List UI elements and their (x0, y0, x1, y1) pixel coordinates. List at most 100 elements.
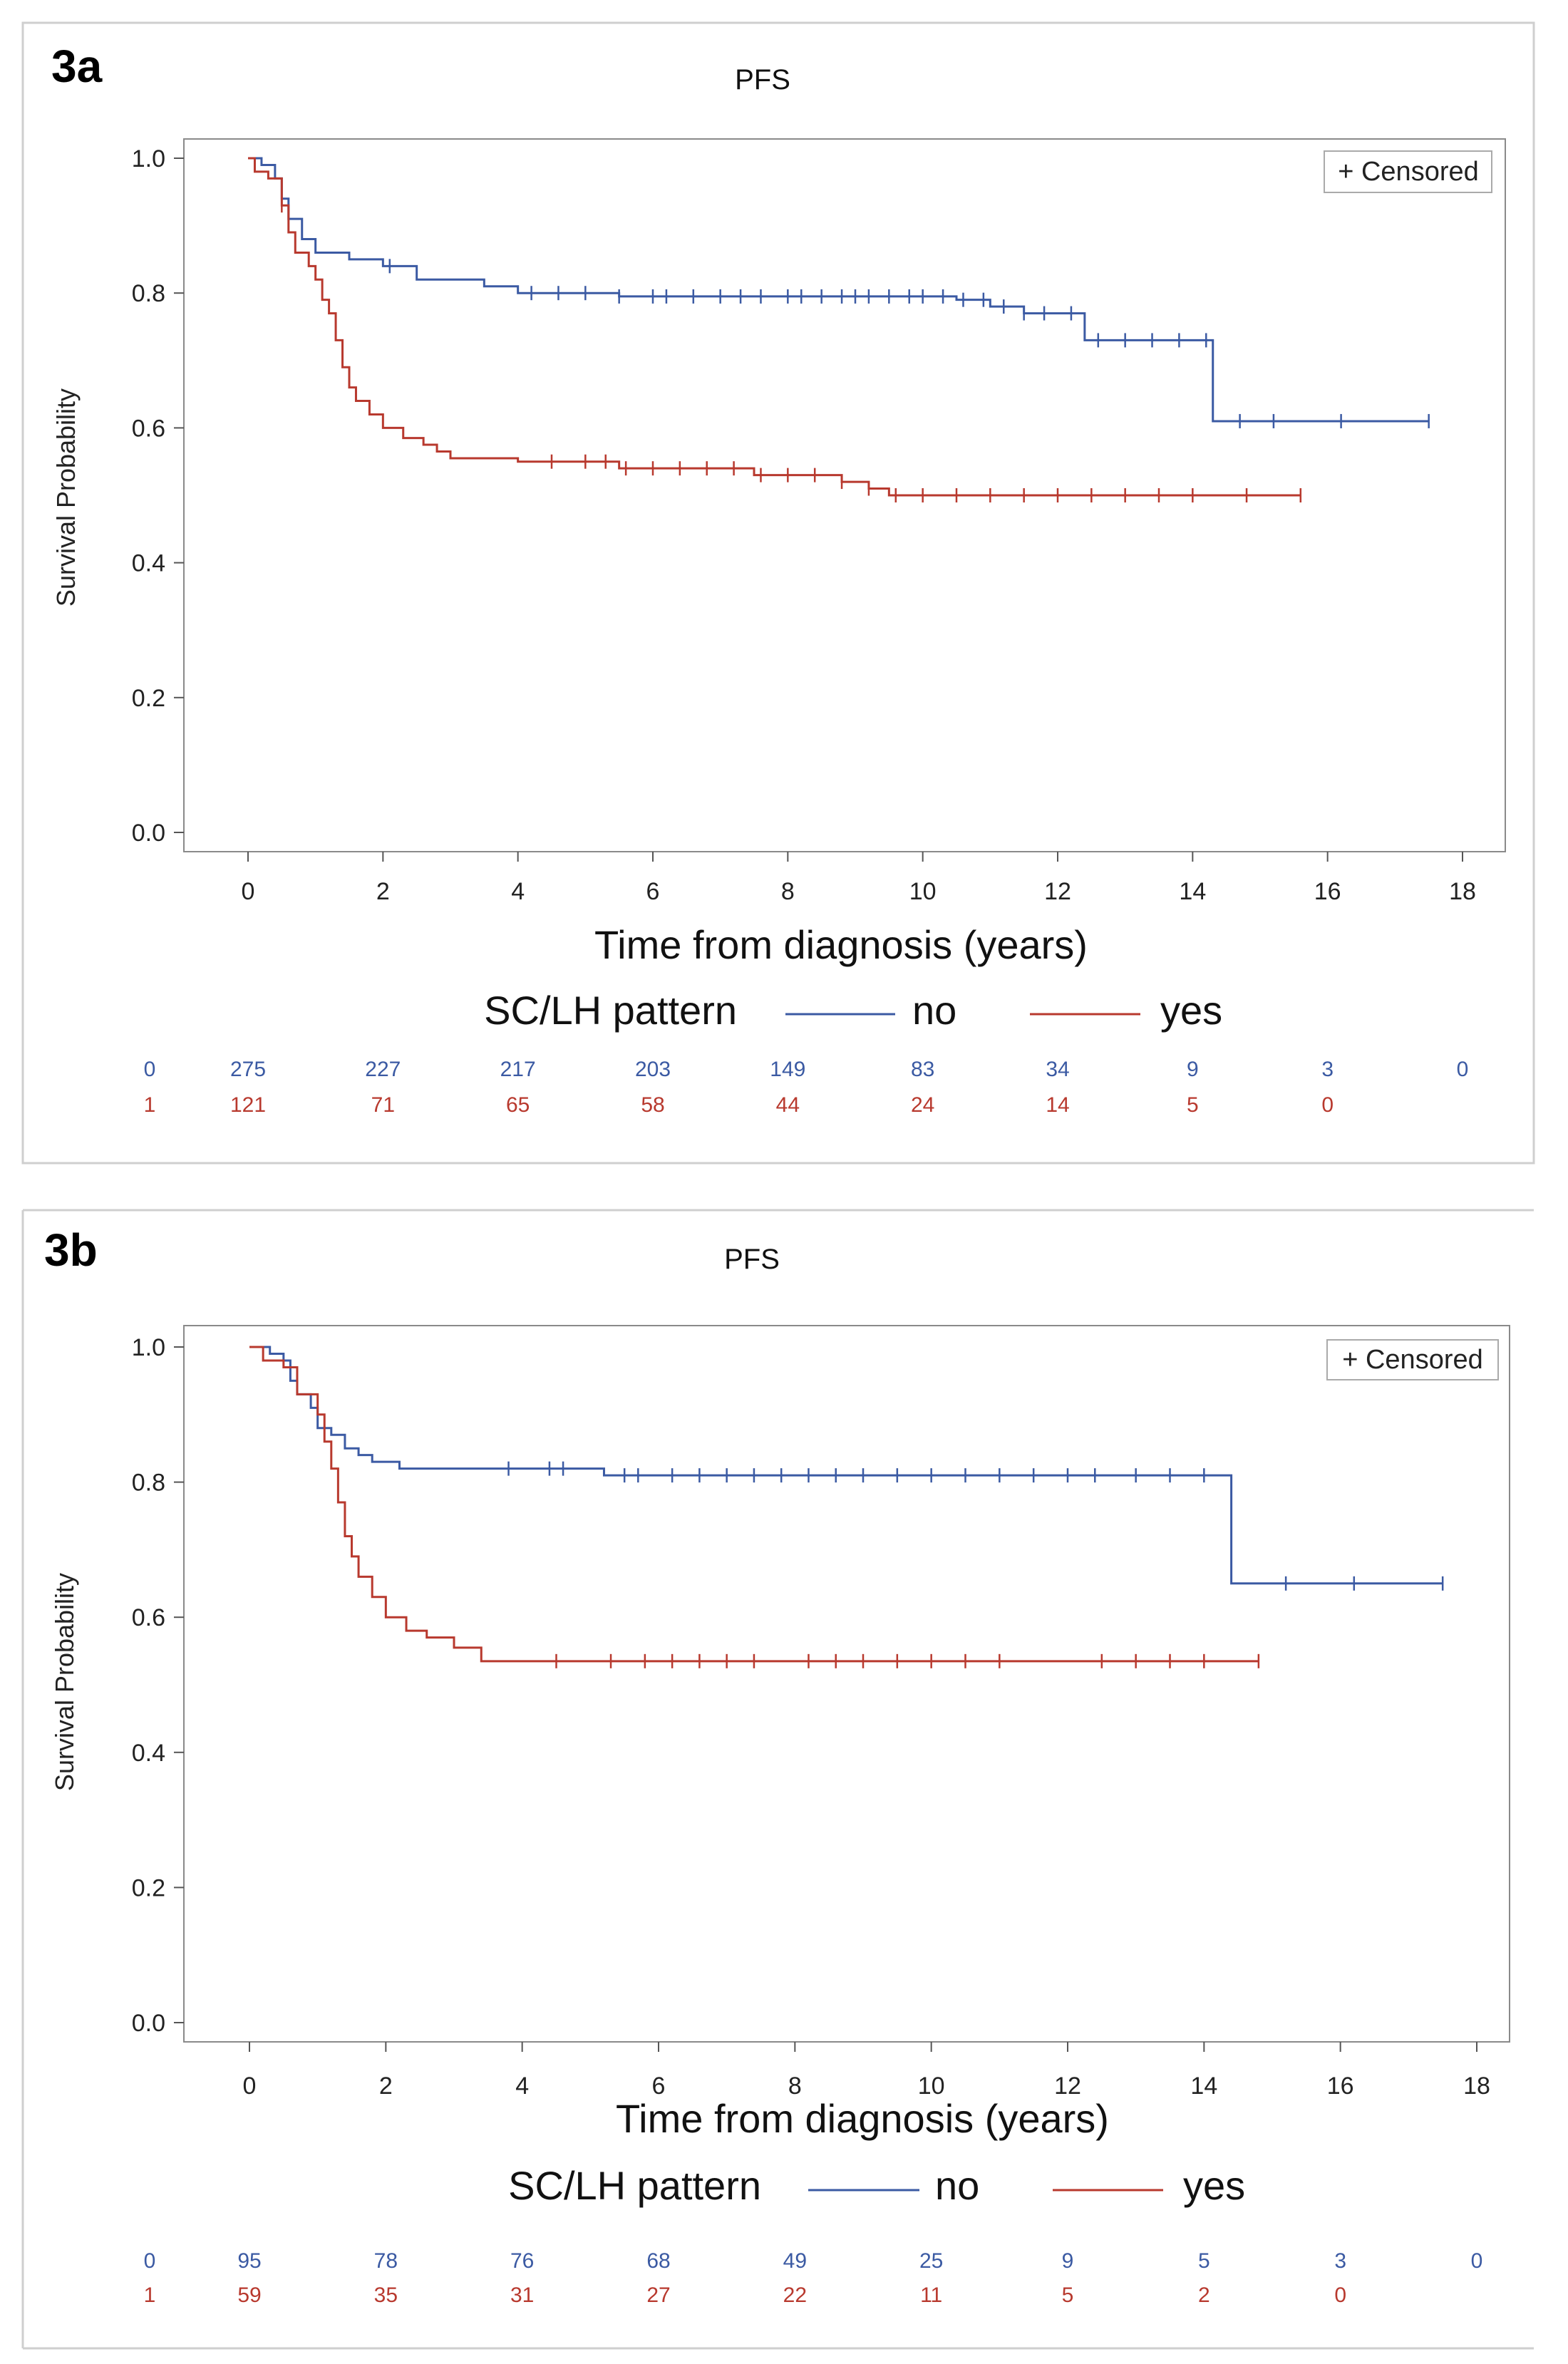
x-tick-label: 16 (1314, 878, 1341, 905)
x-tick-label: 2 (379, 2073, 393, 2100)
risk-count: 59 (237, 2283, 261, 2307)
risk-count: 3 (1321, 1058, 1334, 1081)
risk-count: 9 (1062, 2249, 1074, 2273)
risk-row-label: 0 (144, 1058, 156, 1081)
risk-count: 25 (919, 2249, 943, 2273)
legend-label-yes: yes (1183, 2163, 1245, 2208)
risk-count: 27 (646, 2283, 670, 2307)
survival-curve-yes (248, 157, 1301, 497)
risk-count: 5 (1198, 2249, 1210, 2273)
risk-count: 11 (920, 2283, 942, 2307)
legend-label-yes: yes (1160, 988, 1222, 1033)
censored-legend-label: + Censored (1338, 157, 1479, 187)
risk-row-label: 0 (144, 2249, 156, 2273)
y-tick-label: 1.0 (132, 145, 165, 172)
risk-count: 71 (371, 1093, 395, 1117)
risk-count: 58 (641, 1093, 664, 1117)
censored-legend-box (1324, 150, 1492, 193)
censored-legend-label: + Censored (1342, 1345, 1483, 1375)
risk-count: 34 (1046, 1058, 1069, 1081)
y-tick-label: 0.8 (132, 1470, 165, 1497)
legend-label-no: no (935, 2163, 979, 2208)
y-tick-label: 0.2 (132, 1874, 165, 1901)
figure-panel-3a: 3a PFS Survival Probability Time from di… (0, 0, 1568, 1176)
legend-title: SC/LH pattern (508, 2163, 761, 2208)
x-tick-label: 16 (1327, 2073, 1354, 2100)
risk-count: 227 (365, 1058, 401, 1081)
risk-count: 217 (500, 1058, 536, 1081)
risk-count: 76 (510, 2249, 534, 2273)
x-tick-label: 18 (1449, 878, 1476, 905)
survival-curve-no (248, 157, 1429, 423)
risk-count: 78 (374, 2249, 398, 2273)
y-tick-label: 0.4 (132, 1740, 165, 1767)
risk-count: 44 (776, 1093, 800, 1117)
risk-count: 2 (1198, 2283, 1210, 2307)
x-tick-label: 14 (1190, 2073, 1217, 2100)
risk-count: 149 (770, 1058, 805, 1081)
chart-title: PFS (735, 64, 790, 96)
risk-count: 22 (783, 2283, 807, 2307)
risk-count: 68 (646, 2249, 670, 2273)
risk-count: 9 (1187, 1058, 1199, 1081)
survival-curve-no (249, 1346, 1443, 1585)
km-chart-3a: 3a PFS Survival Probability Time from di… (21, 21, 1535, 1165)
x-tick-label: 12 (1044, 878, 1071, 905)
x-axis-title: Time from diagnosis (years) (594, 922, 1088, 967)
x-tick-label: 10 (918, 2073, 945, 2100)
risk-row-label: 1 (144, 1093, 156, 1117)
risk-count: 5 (1187, 1093, 1199, 1117)
x-tick-label: 14 (1179, 878, 1206, 905)
risk-count: 83 (911, 1058, 934, 1081)
risk-count: 31 (510, 2283, 534, 2307)
risk-count: 0 (1457, 1058, 1469, 1081)
y-tick-label: 1.0 (132, 1334, 165, 1361)
risk-row-label: 1 (144, 2283, 156, 2307)
risk-count: 95 (237, 2249, 261, 2273)
y-tick-label: 0.6 (132, 1604, 165, 1631)
risk-count: 3 (1334, 2249, 1346, 2273)
risk-count: 35 (374, 2283, 398, 2307)
panel-label: 3b (44, 1224, 98, 1276)
figure-panel-3b: 3b PFS Survival Probability Time from di… (0, 1190, 1568, 2364)
y-axis-title: Survival Probability (50, 1573, 79, 1791)
risk-count: 24 (911, 1093, 934, 1117)
plot-area (183, 138, 1506, 852)
x-tick-label: 12 (1054, 2073, 1081, 2100)
x-tick-label: 2 (376, 878, 390, 905)
risk-count: 5 (1062, 2283, 1074, 2307)
survival-curve-yes (249, 1346, 1259, 1663)
risk-count: 0 (1321, 1093, 1334, 1117)
x-axis-title: Time from diagnosis (years) (616, 2096, 1109, 2141)
chart-title: PFS (724, 1244, 780, 1275)
y-tick-label: 0.4 (132, 550, 165, 577)
x-tick-label: 18 (1463, 2073, 1490, 2100)
y-tick-label: 0.8 (132, 280, 165, 307)
legend-label-no: no (912, 988, 956, 1033)
risk-count: 14 (1046, 1093, 1069, 1117)
censored-legend-box (1326, 1339, 1499, 1380)
panel-label: 3a (51, 41, 103, 92)
x-tick-label: 6 (652, 2073, 666, 2100)
x-tick-label: 8 (781, 878, 795, 905)
risk-count: 65 (506, 1093, 530, 1117)
legend-title: SC/LH pattern (484, 988, 737, 1033)
x-tick-label: 0 (242, 878, 255, 905)
y-tick-label: 0.2 (132, 685, 165, 712)
y-tick-label: 0.0 (132, 2010, 165, 2037)
plot-area (183, 1325, 1510, 2043)
risk-count: 0 (1471, 2249, 1483, 2273)
x-tick-label: 6 (646, 878, 660, 905)
y-tick-label: 0.0 (132, 820, 165, 847)
x-tick-label: 4 (515, 2073, 529, 2100)
risk-count: 275 (230, 1058, 266, 1081)
risk-count: 203 (635, 1058, 671, 1081)
km-chart-3b: 3b PFS Survival Probability Time from di… (21, 1209, 1534, 2350)
x-tick-label: 4 (511, 878, 525, 905)
x-tick-label: 0 (243, 2073, 257, 2100)
y-tick-label: 0.6 (132, 415, 165, 442)
x-tick-label: 10 (909, 878, 937, 905)
risk-count: 0 (1334, 2283, 1346, 2307)
y-axis-title: Survival Probability (51, 388, 81, 607)
risk-count: 49 (783, 2249, 807, 2273)
